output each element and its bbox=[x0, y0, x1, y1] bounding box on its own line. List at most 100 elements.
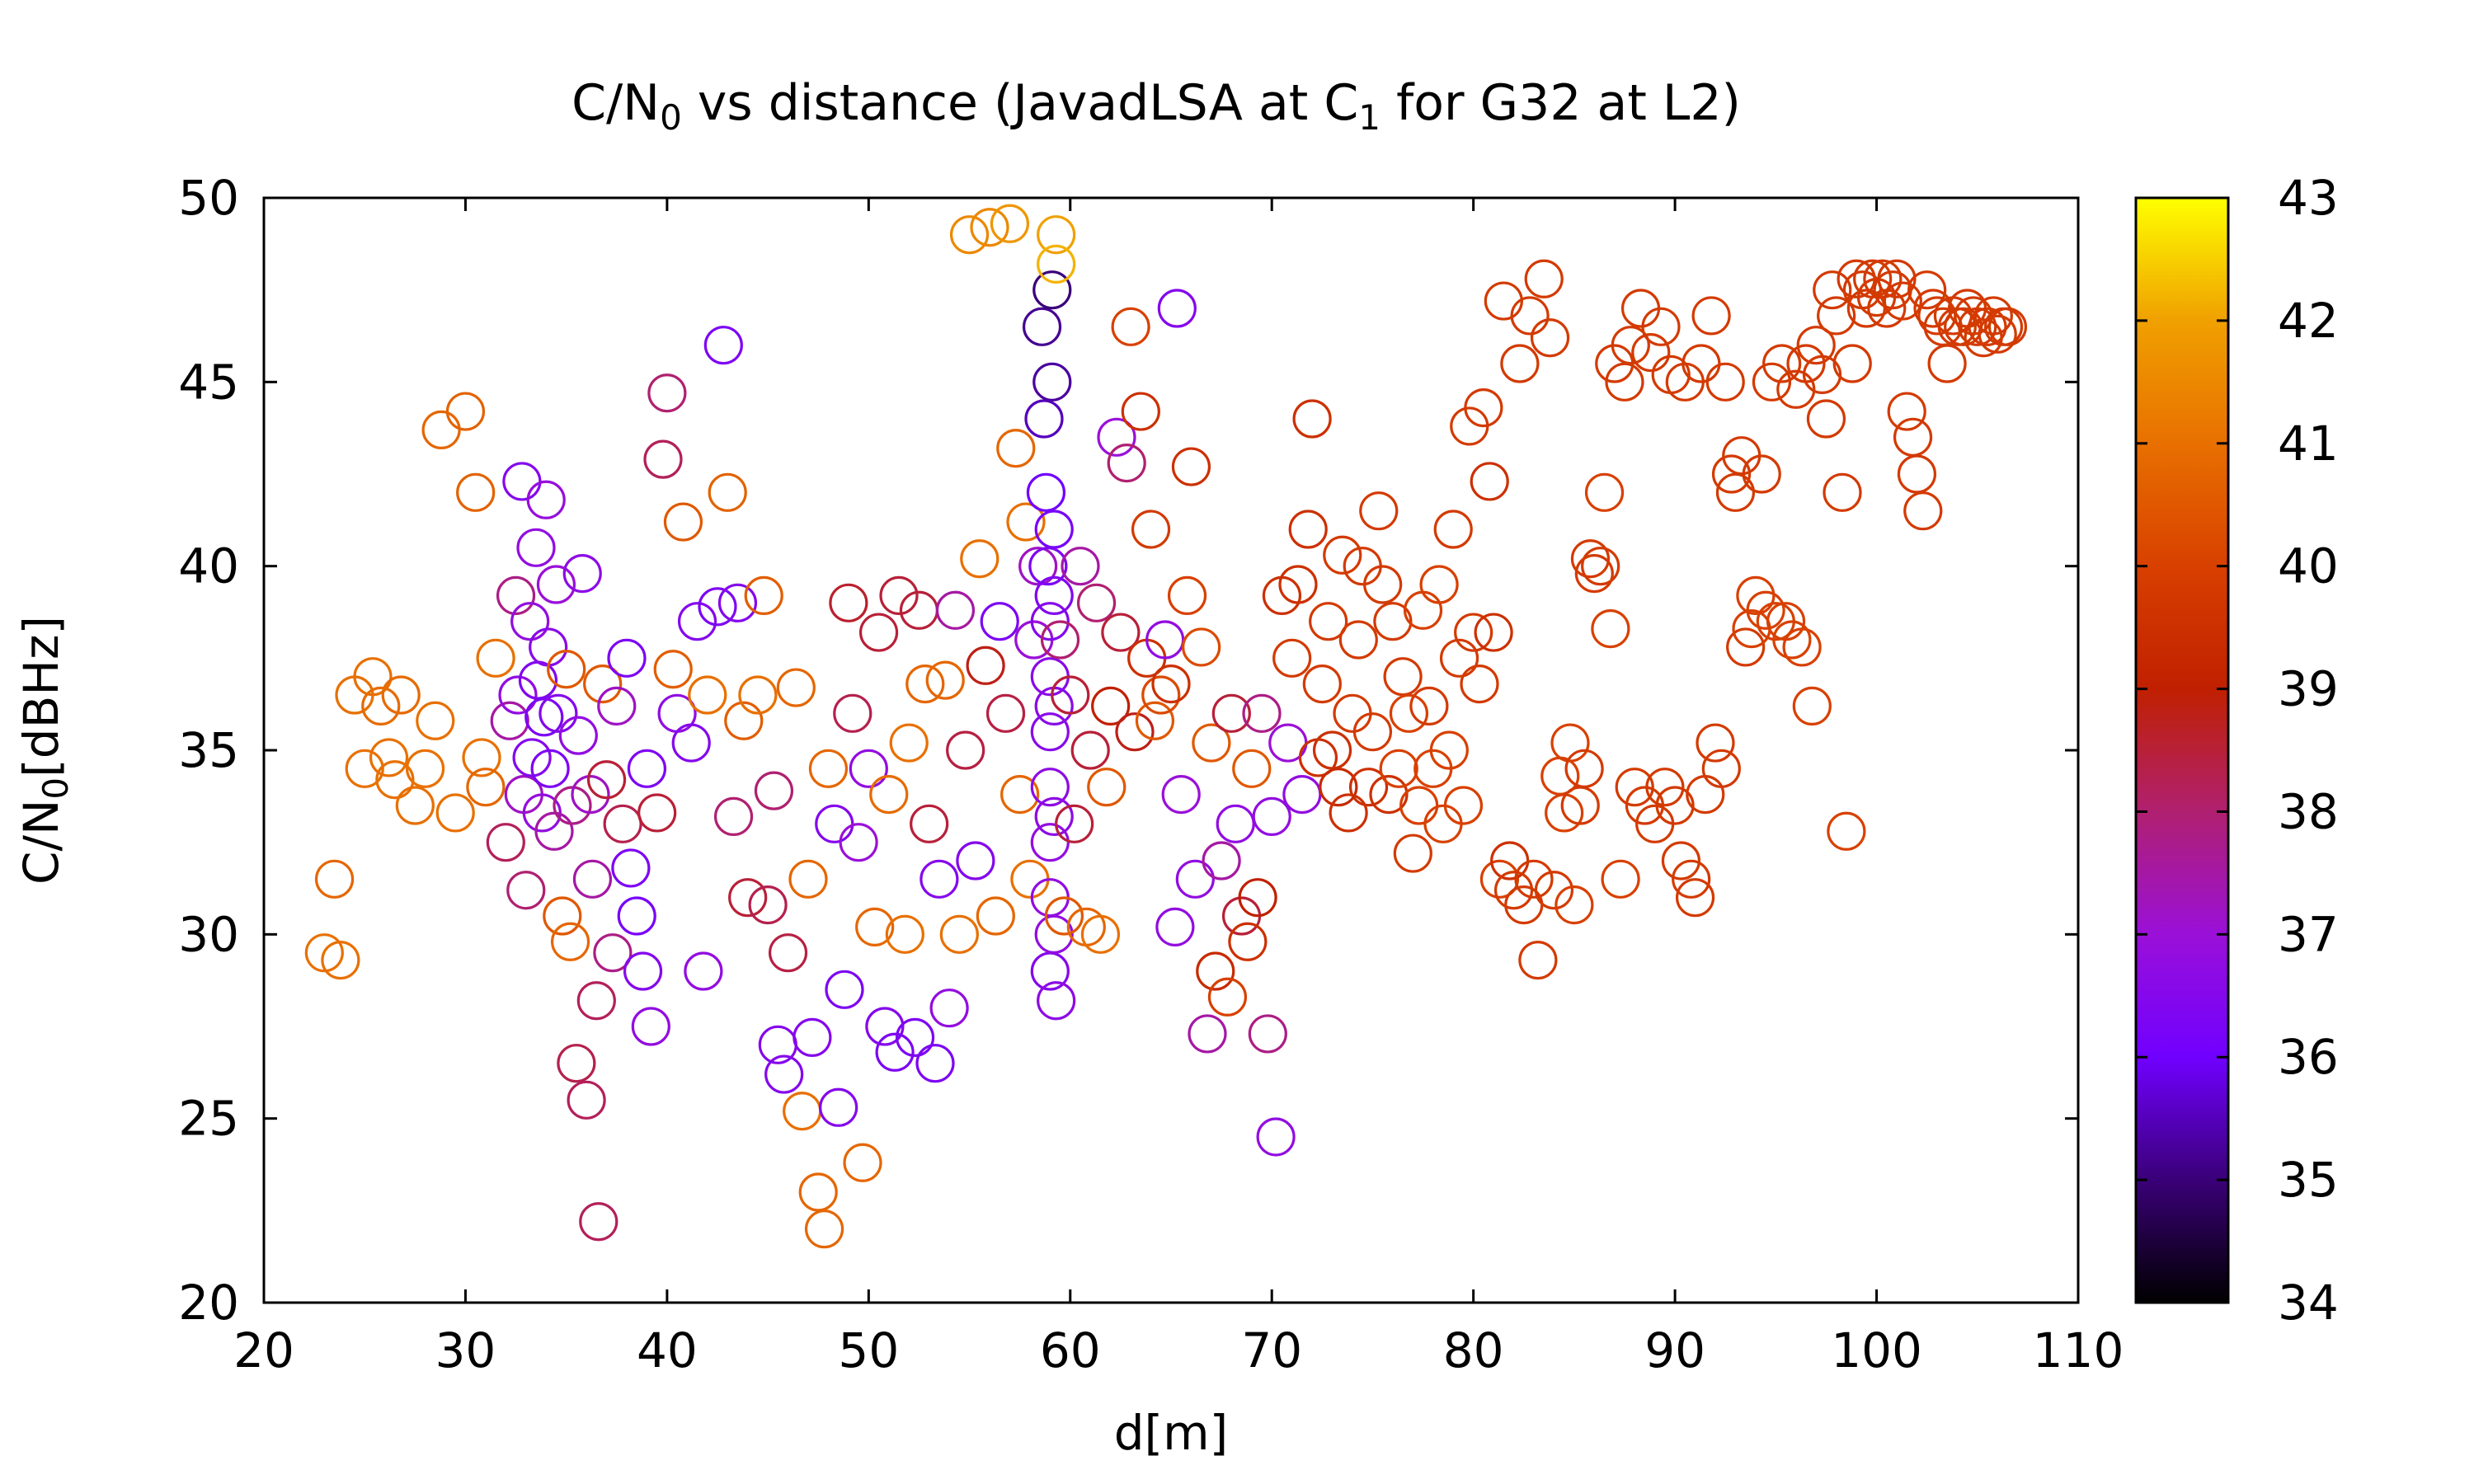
data-point bbox=[1762, 344, 1802, 383]
data-point bbox=[1813, 270, 1852, 310]
data-point bbox=[1055, 804, 1094, 843]
data-point bbox=[748, 885, 788, 925]
data-point bbox=[1433, 510, 1473, 549]
y-axis-label: C/N0[dBHz] bbox=[13, 616, 76, 885]
data-point bbox=[1443, 786, 1484, 825]
data-point bbox=[1097, 417, 1136, 457]
data-point bbox=[1070, 730, 1110, 770]
data-point bbox=[627, 749, 667, 788]
data-point bbox=[1161, 774, 1201, 815]
colorbar-tick-label: 35 bbox=[2278, 1152, 2339, 1208]
data-point bbox=[1968, 307, 2007, 346]
data-point bbox=[808, 749, 849, 788]
data-point bbox=[1877, 259, 1917, 298]
data-point bbox=[895, 1017, 935, 1058]
data-point bbox=[1030, 602, 1070, 641]
colorbar-tick-label: 34 bbox=[2278, 1275, 2339, 1331]
data-point bbox=[815, 804, 854, 843]
data-point bbox=[498, 675, 538, 715]
data-point bbox=[833, 693, 872, 733]
data-point bbox=[1782, 627, 1822, 667]
data-point bbox=[369, 738, 409, 777]
data-point bbox=[1605, 362, 1644, 402]
data-point bbox=[1232, 749, 1272, 788]
data-point bbox=[530, 749, 570, 788]
data-point bbox=[643, 439, 683, 479]
data-point bbox=[996, 429, 1036, 468]
data-point bbox=[536, 565, 576, 604]
data-point bbox=[1893, 417, 1933, 457]
data-point bbox=[1010, 859, 1050, 899]
data-point bbox=[849, 749, 888, 788]
x-tick-label: 20 bbox=[233, 1322, 294, 1378]
data-point bbox=[1570, 539, 1611, 579]
data-point bbox=[1474, 613, 1513, 652]
data-point bbox=[1514, 859, 1554, 899]
data-point bbox=[798, 1172, 838, 1212]
data-point bbox=[1796, 326, 1836, 365]
data-point bbox=[839, 823, 878, 862]
data-point bbox=[1601, 859, 1640, 899]
data-point bbox=[1188, 1014, 1227, 1054]
data-point bbox=[910, 804, 949, 843]
data-point bbox=[623, 951, 663, 991]
data-point bbox=[1131, 510, 1171, 549]
data-point bbox=[421, 410, 461, 450]
data-point bbox=[1319, 768, 1358, 807]
data-point bbox=[562, 553, 602, 594]
data-point bbox=[353, 657, 393, 697]
y-tick-label: 45 bbox=[178, 354, 239, 410]
data-point bbox=[1534, 871, 1574, 910]
data-point bbox=[1581, 547, 1620, 586]
data-point bbox=[1338, 620, 1378, 660]
data-point bbox=[1256, 1117, 1296, 1157]
x-tick-label: 40 bbox=[637, 1322, 698, 1378]
data-point bbox=[788, 859, 828, 899]
data-point bbox=[631, 1007, 670, 1046]
data-point bbox=[1107, 443, 1146, 483]
data-point bbox=[1066, 907, 1106, 947]
data-point bbox=[579, 1202, 618, 1242]
data-point bbox=[869, 774, 909, 815]
data-point bbox=[925, 660, 965, 700]
data-point bbox=[1242, 693, 1282, 733]
data-point bbox=[1363, 565, 1403, 604]
data-point bbox=[1564, 749, 1604, 788]
data-point bbox=[1711, 454, 1752, 494]
data-point bbox=[1907, 270, 1947, 310]
y-tick-label: 25 bbox=[178, 1091, 239, 1147]
data-point bbox=[946, 730, 985, 770]
data-point bbox=[1752, 362, 1792, 402]
data-point bbox=[1155, 907, 1195, 947]
data-point bbox=[553, 786, 592, 825]
data-point bbox=[516, 528, 556, 567]
data-point bbox=[1696, 723, 1735, 763]
data-point bbox=[1018, 547, 1058, 586]
data-point bbox=[1323, 535, 1362, 575]
data-point bbox=[547, 650, 586, 689]
data-point bbox=[990, 204, 1030, 243]
data-point bbox=[1429, 730, 1469, 770]
data-point bbox=[1248, 1014, 1287, 1054]
data-point bbox=[1479, 859, 1520, 899]
colorbar-tick-label: 43 bbox=[2278, 170, 2339, 226]
data-point bbox=[1037, 244, 1076, 284]
y-tick-label: 40 bbox=[178, 538, 239, 594]
data-point bbox=[1329, 793, 1368, 833]
data-point bbox=[819, 1087, 858, 1127]
data-point bbox=[1034, 510, 1074, 549]
data-point bbox=[1030, 768, 1070, 807]
data-point bbox=[611, 848, 651, 888]
data-point bbox=[456, 472, 496, 512]
colorbar-tick-label: 37 bbox=[2278, 906, 2339, 962]
data-point bbox=[576, 981, 616, 1021]
data-point bbox=[510, 602, 550, 641]
data-point bbox=[976, 896, 1015, 936]
data-point bbox=[1238, 878, 1277, 918]
data-point bbox=[1216, 804, 1255, 843]
colorbar-tick-label: 41 bbox=[2278, 416, 2339, 472]
data-point bbox=[1933, 296, 1973, 336]
data-point bbox=[1983, 307, 2024, 346]
data-point bbox=[688, 675, 727, 715]
data-point bbox=[920, 859, 959, 899]
